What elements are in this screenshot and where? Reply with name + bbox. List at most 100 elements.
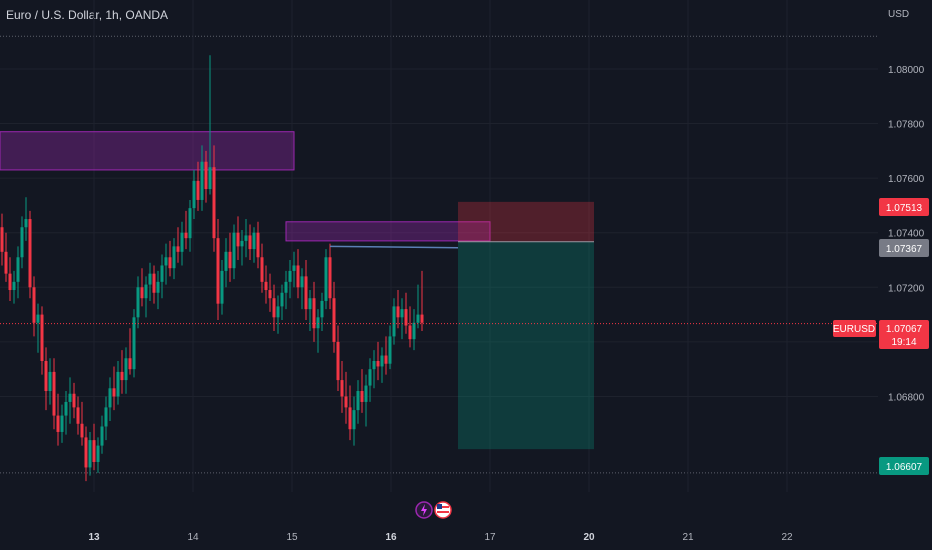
target-label-bg (879, 457, 929, 475)
candle-body (192, 180, 196, 209)
candle-body (116, 371, 120, 397)
candle-body (36, 314, 40, 323)
candle-body (236, 232, 240, 247)
candle-body (376, 360, 380, 367)
candle-body (320, 300, 324, 318)
candle-body (240, 240, 244, 247)
price-labels: 1.07513 1.07367 EURUSD 1.07067 19:14 1.0… (833, 198, 929, 475)
candle-body (20, 227, 24, 258)
candle-body (144, 284, 148, 299)
candle-body (68, 393, 72, 402)
currency-label: USD (888, 9, 909, 20)
candle-body (80, 423, 84, 438)
candle-body (248, 235, 252, 250)
candle-body (148, 273, 152, 285)
candle-body (136, 287, 140, 318)
candle-body (84, 437, 88, 468)
candle-body (124, 358, 128, 381)
stop-label-bg (879, 198, 929, 216)
candle-body (4, 251, 8, 274)
candle-body (284, 281, 288, 293)
candle-body (216, 238, 220, 304)
x-tick-label: 14 (187, 532, 199, 543)
current-price-label: 1.07067 (886, 324, 923, 335)
candle-body (368, 369, 372, 386)
y-tick-label: 1.08000 (888, 65, 925, 76)
candle-body (168, 257, 172, 269)
candle-body (220, 270, 224, 304)
time-axis[interactable]: 13 14 15 16 17 20 21 22 (88, 532, 793, 543)
x-tick-label: 21 (682, 532, 694, 543)
candle-body (348, 407, 352, 430)
candle-body (272, 298, 276, 318)
candle-body (400, 309, 404, 318)
candle-body (200, 161, 204, 200)
bar-countdown-label: 19:14 (891, 337, 916, 348)
supply-zone-1[interactable] (0, 131, 295, 171)
candle-body (72, 393, 76, 408)
symbol-label: EURUSD (833, 324, 875, 335)
trend-line[interactable] (329, 245, 459, 249)
candle-body (288, 270, 292, 282)
candle-body (292, 265, 296, 271)
candle-body (60, 415, 64, 432)
candle-body (408, 325, 412, 340)
candle-body (164, 257, 168, 266)
candle-body (264, 281, 268, 291)
candle-body (260, 257, 264, 282)
short-position[interactable] (458, 201, 594, 450)
symbol-label-bg (833, 320, 876, 337)
candle-body (132, 317, 136, 370)
candle-body (324, 257, 328, 301)
x-tick-label: 13 (88, 532, 100, 543)
y-tick-label: 1.07600 (888, 174, 925, 185)
candle-body (32, 287, 36, 323)
candle-body (256, 232, 260, 258)
candle-body (308, 298, 312, 310)
chart-title: Euro / U.S. Dollar, 1h, OANDA (6, 8, 169, 22)
candle-body (92, 440, 96, 462)
y-tick-label: 1.06800 (888, 392, 925, 403)
candle-body (56, 415, 60, 432)
grid (0, 0, 878, 492)
candle-body (208, 167, 212, 190)
candle-body (404, 309, 408, 326)
candle-body (8, 273, 12, 291)
candle-body (48, 371, 52, 392)
stop-loss-area[interactable] (458, 201, 594, 242)
candle-body (104, 407, 108, 427)
candle-body (244, 235, 248, 241)
candle-body (160, 265, 164, 282)
entry-price-label: 1.07367 (886, 244, 923, 255)
candle-body (24, 219, 28, 228)
candle-body (420, 314, 424, 323)
candle-body (344, 396, 348, 408)
candle-body (388, 336, 392, 364)
candle-body (176, 246, 180, 252)
candle-body (380, 355, 384, 367)
candle-body (352, 410, 356, 430)
candle-body (40, 314, 44, 361)
candle-body (204, 161, 208, 190)
candle-body (184, 232, 188, 239)
x-tick-label: 15 (286, 532, 298, 543)
candle-body (88, 440, 92, 468)
candle-body (416, 314, 420, 323)
take-profit-area[interactable] (458, 241, 594, 450)
event-icons[interactable] (415, 501, 452, 519)
y-tick-label: 1.07400 (888, 229, 925, 240)
supply-zone-2[interactable] (285, 221, 491, 242)
candles (0, 55, 424, 482)
candle-body (252, 232, 256, 250)
x-tick-label: 17 (484, 532, 496, 543)
candle-body (328, 257, 332, 299)
candle-body (412, 322, 416, 340)
candle-body (280, 292, 284, 307)
reference-lines (0, 245, 878, 325)
candle-body (332, 298, 336, 342)
candle-body (112, 388, 116, 397)
candle-body (188, 208, 192, 239)
candle-body (152, 273, 156, 293)
lightning-glyph (421, 504, 427, 516)
